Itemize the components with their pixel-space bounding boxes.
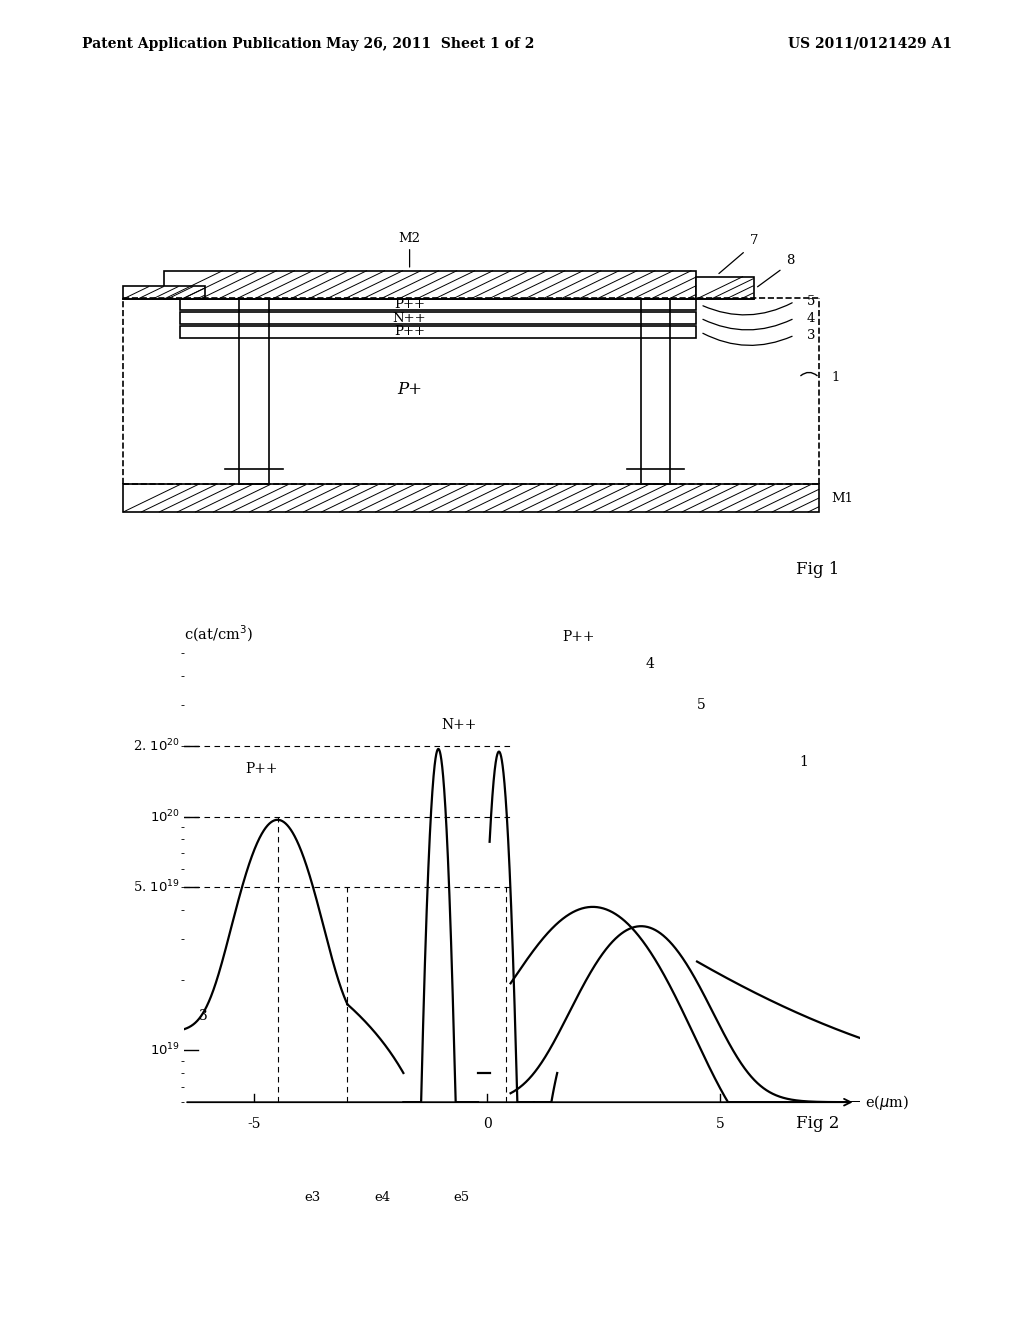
Text: M2: M2 <box>398 232 421 246</box>
Text: 5: 5 <box>807 294 815 308</box>
Text: M1: M1 <box>831 492 853 504</box>
Bar <box>164 271 696 300</box>
Text: 8: 8 <box>786 253 795 267</box>
Bar <box>123 286 205 300</box>
Text: e($\mu$m): e($\mu$m) <box>865 1093 909 1111</box>
Text: P++: P++ <box>394 298 425 312</box>
Text: Fig 2: Fig 2 <box>797 1115 840 1133</box>
Text: $10^{19}$: $10^{19}$ <box>150 1041 179 1059</box>
Text: 5: 5 <box>697 698 707 713</box>
Bar <box>180 300 696 310</box>
Text: P++: P++ <box>562 630 594 644</box>
Text: 2. $10^{20}$: 2. $10^{20}$ <box>133 738 179 755</box>
Text: e5: e5 <box>454 1191 470 1204</box>
Text: 1: 1 <box>831 371 840 384</box>
Text: 5. $10^{19}$: 5. $10^{19}$ <box>133 879 179 895</box>
Text: US 2011/0121429 A1: US 2011/0121429 A1 <box>788 37 952 51</box>
Text: Fig 1: Fig 1 <box>797 561 840 578</box>
Bar <box>180 326 696 338</box>
Text: 7: 7 <box>750 234 758 247</box>
Text: P+: P+ <box>397 381 422 397</box>
Bar <box>180 313 696 325</box>
Text: N++: N++ <box>393 312 426 325</box>
Text: -5: -5 <box>248 1117 261 1131</box>
Bar <box>696 277 754 300</box>
Text: 4: 4 <box>807 312 815 325</box>
Text: 1: 1 <box>800 755 809 770</box>
Text: P++: P++ <box>394 326 425 338</box>
Text: N++: N++ <box>441 718 477 733</box>
Text: 0: 0 <box>483 1117 492 1131</box>
Text: 3: 3 <box>199 1010 208 1023</box>
Text: 5: 5 <box>716 1117 725 1131</box>
Text: e3: e3 <box>304 1191 321 1204</box>
Text: May 26, 2011  Sheet 1 of 2: May 26, 2011 Sheet 1 of 2 <box>326 37 535 51</box>
Text: 4: 4 <box>646 657 655 671</box>
Text: 3: 3 <box>807 329 815 342</box>
Text: e4: e4 <box>375 1191 390 1204</box>
Bar <box>123 484 819 512</box>
Text: Patent Application Publication: Patent Application Publication <box>82 37 322 51</box>
Text: $10^{20}$: $10^{20}$ <box>150 808 179 825</box>
Text: P++: P++ <box>245 762 278 776</box>
Text: c(at/cm$^3$): c(at/cm$^3$) <box>184 623 254 644</box>
